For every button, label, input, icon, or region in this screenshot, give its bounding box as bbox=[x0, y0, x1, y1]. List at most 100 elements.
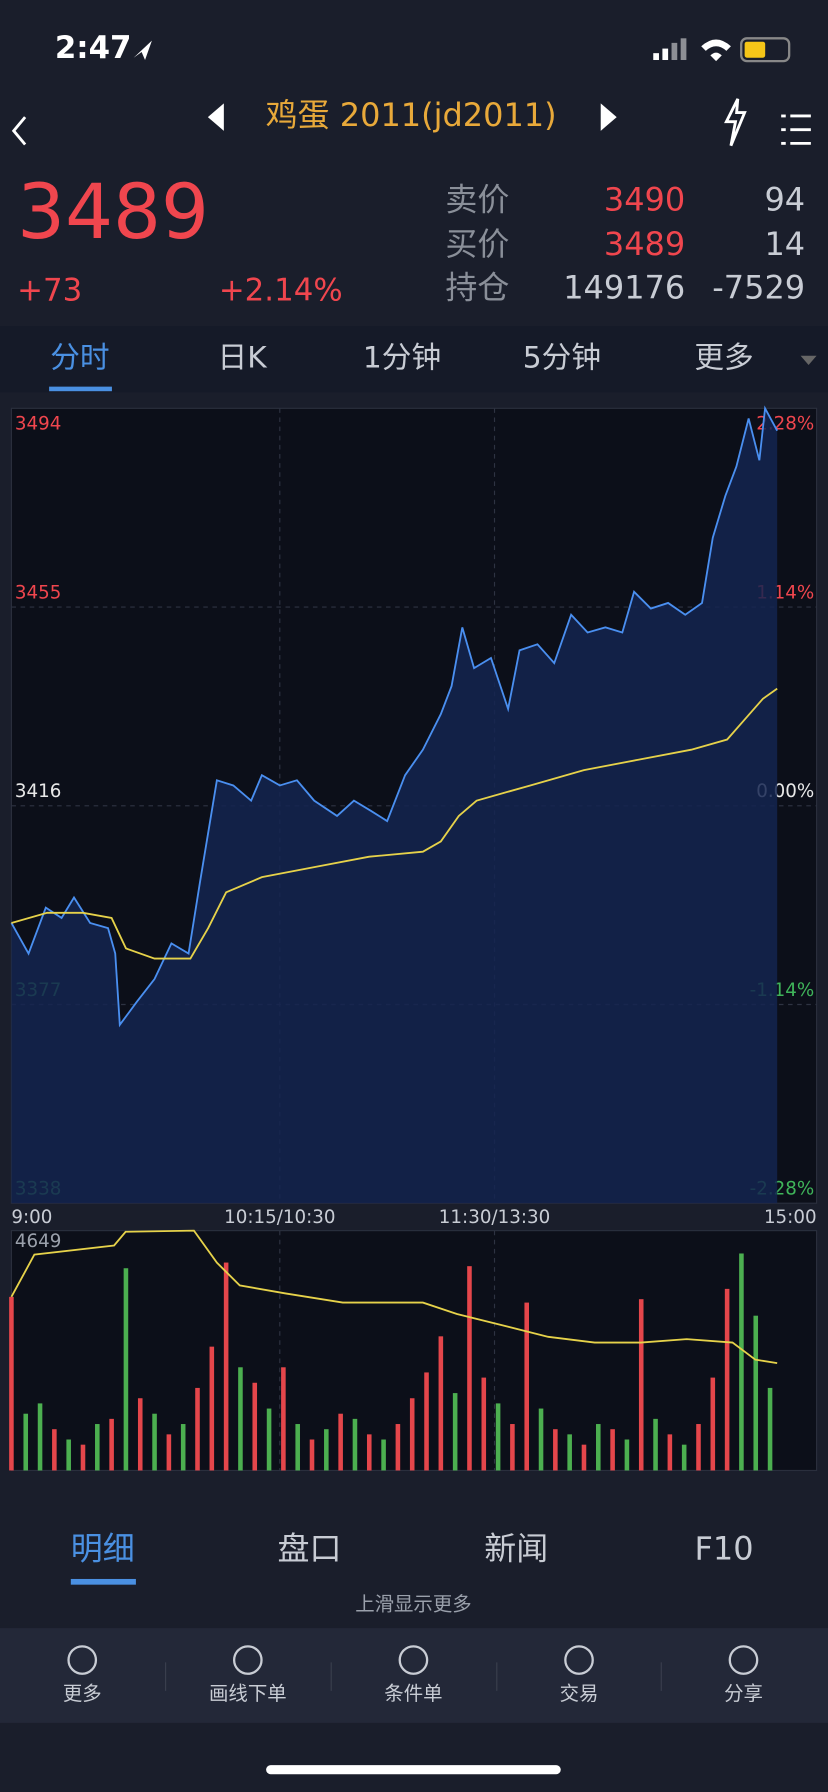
detail-tabs: 明细 盘口 新闻 F10 bbox=[70, 1529, 754, 1585]
next-button[interactable] bbox=[600, 103, 617, 131]
flash-button[interactable] bbox=[724, 98, 747, 147]
tab[interactable]: 日K bbox=[218, 341, 269, 376]
book-price: 3489 bbox=[604, 225, 685, 263]
volume-bar bbox=[538, 1408, 544, 1471]
toolbar-item[interactable]: 分享 bbox=[724, 1645, 763, 1705]
toolbar bbox=[0, 1628, 828, 1723]
toolbar-items: 更多 画线下单 条件单 交易 分享 bbox=[63, 1645, 763, 1705]
detail-tab[interactable]: 新闻 bbox=[484, 1529, 548, 1567]
price-line bbox=[10, 405, 778, 1028]
volume-bar bbox=[395, 1424, 401, 1471]
volume-bar bbox=[52, 1429, 57, 1471]
y-tick-label: 3455 bbox=[15, 582, 62, 603]
dropdown[interactable] bbox=[800, 355, 817, 365]
tab[interactable]: 5分钟 bbox=[523, 341, 601, 376]
toolbar-icon bbox=[232, 1645, 263, 1675]
detail-tab[interactable]: 明细 bbox=[71, 1529, 135, 1567]
change: +73 bbox=[17, 272, 82, 308]
x-tick-label: 10:15/10:30 bbox=[224, 1207, 335, 1228]
volume-bar bbox=[123, 1268, 129, 1471]
volume-bar bbox=[553, 1429, 558, 1471]
volume-bar bbox=[295, 1424, 300, 1471]
detail-tab[interactable]: F10 bbox=[695, 1529, 754, 1567]
volume-bar bbox=[610, 1429, 615, 1471]
tab[interactable]: 1分钟 bbox=[363, 341, 441, 376]
toolbar-label: 交易 bbox=[560, 1682, 599, 1705]
book-label: 买价 bbox=[445, 225, 509, 263]
order-book: 卖价 3490 94 买价 3489 14 持仓 149176 -7529 bbox=[445, 181, 805, 307]
volume-bar bbox=[23, 1413, 29, 1471]
volume-bar bbox=[338, 1413, 343, 1471]
volume-bar bbox=[667, 1434, 673, 1471]
title: 鸡蛋 2011(jd2011) bbox=[266, 96, 557, 134]
x-tick-label: 11:30/13:30 bbox=[439, 1207, 550, 1228]
tabs: 分时 日K 1分钟 5分钟 更多 bbox=[49, 341, 754, 392]
tab[interactable]: 更多 bbox=[694, 341, 753, 376]
back-button[interactable] bbox=[11, 116, 27, 146]
volume-bar bbox=[209, 1346, 215, 1471]
volume-bar bbox=[180, 1424, 186, 1471]
volume-bar bbox=[452, 1393, 458, 1471]
y-tick-label: 3416 bbox=[15, 781, 62, 802]
toolbar-item[interactable]: 更多 bbox=[63, 1645, 102, 1705]
toolbar-icon bbox=[728, 1645, 759, 1675]
volume-tick-label: 4649 bbox=[15, 1231, 62, 1252]
toolbar-item[interactable]: 条件单 bbox=[384, 1645, 443, 1705]
prev-button[interactable] bbox=[207, 103, 224, 131]
location-icon bbox=[133, 40, 152, 61]
volume-bar bbox=[481, 1377, 487, 1471]
volume-bar bbox=[681, 1444, 687, 1471]
volume-bar bbox=[438, 1336, 444, 1471]
book-label: 持仓 bbox=[445, 269, 509, 307]
book-qty: 14 bbox=[764, 225, 805, 263]
volume-bar bbox=[424, 1372, 429, 1471]
volume-bar bbox=[166, 1434, 172, 1471]
volume-bar bbox=[80, 1444, 86, 1471]
volume-bar bbox=[767, 1387, 773, 1471]
last-price: 3489 bbox=[17, 168, 209, 256]
volume-bar bbox=[638, 1299, 644, 1471]
volume-bar bbox=[724, 1288, 730, 1471]
volume-bar bbox=[152, 1413, 157, 1471]
tab-bar bbox=[0, 326, 828, 393]
volume-bar bbox=[195, 1387, 200, 1471]
volume-bar bbox=[309, 1439, 315, 1471]
volume-bar bbox=[366, 1434, 372, 1471]
battery-icon bbox=[740, 37, 791, 63]
volume-bar bbox=[624, 1439, 630, 1471]
volume-bar bbox=[266, 1408, 272, 1471]
tab-underline bbox=[49, 386, 112, 392]
volume-bar bbox=[524, 1302, 530, 1471]
menu-button[interactable] bbox=[781, 114, 811, 145]
book-price: 3490 bbox=[604, 181, 685, 219]
wifi-icon bbox=[701, 39, 731, 62]
volume-bar bbox=[223, 1262, 229, 1471]
volume-bar bbox=[581, 1444, 587, 1471]
average-line bbox=[11, 687, 778, 960]
toolbar-item[interactable]: 画线下单 bbox=[209, 1645, 287, 1705]
volume-bar bbox=[381, 1439, 386, 1471]
volume-bar bbox=[66, 1439, 71, 1471]
detail-bar bbox=[0, 1505, 828, 1626]
battery-level bbox=[744, 41, 766, 58]
book-qty: 94 bbox=[764, 181, 805, 219]
volume-bar bbox=[739, 1253, 744, 1471]
home-indicator bbox=[266, 1765, 561, 1775]
volume-bar bbox=[495, 1403, 501, 1471]
toolbar-item[interactable]: 交易 bbox=[560, 1645, 599, 1705]
volume-bar bbox=[409, 1398, 415, 1471]
toolbar-label: 条件单 bbox=[384, 1682, 442, 1705]
toolbar-icon bbox=[564, 1645, 594, 1675]
status-time: 2:47 bbox=[55, 30, 132, 66]
volume-bar bbox=[467, 1266, 472, 1471]
volume-bar bbox=[753, 1315, 759, 1471]
charts: 33383377341634553494-2.28%-1.14%0.00%1.1… bbox=[9, 405, 817, 1471]
tab[interactable]: 分时 bbox=[50, 341, 109, 376]
hint: 上滑显示更多 bbox=[355, 1593, 471, 1616]
volume-bar bbox=[137, 1398, 143, 1471]
detail-tab[interactable]: 盘口 bbox=[278, 1529, 342, 1567]
x-tick-label: 9:00 bbox=[11, 1207, 52, 1228]
toolbar-icon bbox=[67, 1645, 98, 1675]
